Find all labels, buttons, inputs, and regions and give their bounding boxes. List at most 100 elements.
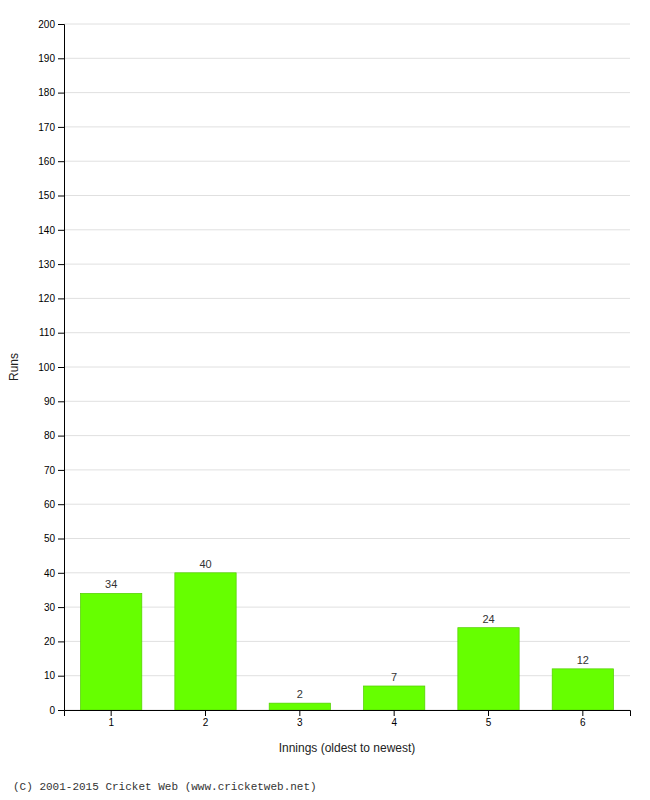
grid-line bbox=[64, 435, 630, 436]
y-tick-mark bbox=[58, 298, 64, 299]
y-tick-mark bbox=[58, 676, 64, 677]
x-axis-line bbox=[65, 711, 631, 717]
x-tick-label: 2 bbox=[203, 717, 209, 728]
y-tick-mark bbox=[58, 127, 64, 128]
y-tick-label: 30 bbox=[44, 602, 56, 613]
y-tick: 30 bbox=[44, 602, 64, 613]
y-tick-mark bbox=[58, 24, 64, 25]
y-tick-label: 200 bbox=[38, 19, 55, 30]
x-tick-label: 5 bbox=[486, 717, 492, 728]
y-tick: 80 bbox=[44, 430, 64, 441]
y-tick: 130 bbox=[38, 259, 64, 270]
grid-line bbox=[64, 229, 630, 230]
y-tick-mark bbox=[58, 333, 64, 334]
y-tick: 110 bbox=[39, 327, 64, 338]
y-tick-label: 10 bbox=[44, 670, 56, 681]
x-axis-title: Innings (oldest to newest) bbox=[279, 741, 416, 755]
y-tick: 170 bbox=[38, 122, 64, 133]
data-label: 40 bbox=[199, 558, 211, 570]
y-axis-line bbox=[58, 25, 65, 711]
y-tick: 90 bbox=[44, 396, 64, 407]
data-label: 2 bbox=[297, 688, 303, 700]
y-tick-mark bbox=[58, 710, 64, 711]
x-tick-label: 3 bbox=[297, 717, 303, 728]
y-tick-mark bbox=[58, 470, 64, 471]
x-tick-mark bbox=[488, 710, 489, 716]
y-tick: 60 bbox=[44, 499, 64, 510]
y-tick-label: 0 bbox=[49, 705, 55, 716]
y-tick: 190 bbox=[38, 53, 64, 64]
grid-line bbox=[64, 58, 630, 59]
y-tick-label: 130 bbox=[38, 259, 55, 270]
y-tick-label: 60 bbox=[44, 499, 56, 510]
grid-line bbox=[64, 298, 630, 299]
grid-line bbox=[64, 264, 630, 265]
y-tick-mark bbox=[58, 436, 64, 437]
grid-line bbox=[64, 572, 630, 573]
x-tick-mark bbox=[394, 710, 395, 716]
data-label: 24 bbox=[482, 613, 494, 625]
y-tick-mark bbox=[58, 196, 64, 197]
y-tick: 180 bbox=[38, 87, 64, 98]
y-tick-label: 120 bbox=[38, 293, 55, 304]
y-axis: 0102030405060708090100110120130140150160… bbox=[38, 19, 64, 716]
grid-line bbox=[64, 504, 630, 505]
y-tick: 140 bbox=[38, 225, 64, 236]
grid bbox=[64, 24, 630, 710]
x-tick: 6 bbox=[580, 710, 586, 728]
bars bbox=[81, 573, 614, 710]
y-tick: 160 bbox=[38, 156, 64, 167]
x-tick-mark bbox=[582, 710, 583, 716]
plot-area: 0102030405060708090100110120130140150160… bbox=[38, 19, 630, 728]
x-tick-mark bbox=[299, 710, 300, 716]
grid-line bbox=[64, 92, 630, 93]
y-tick-mark bbox=[58, 401, 64, 402]
x-tick: 4 bbox=[391, 710, 397, 728]
x-tick-mark bbox=[111, 710, 112, 716]
y-tick-label: 190 bbox=[38, 53, 55, 64]
y-tick-mark bbox=[58, 58, 64, 59]
y-tick-mark bbox=[58, 504, 64, 505]
grid-line bbox=[64, 126, 630, 127]
y-tick-mark bbox=[58, 367, 64, 368]
y-tick-label: 150 bbox=[38, 190, 55, 201]
y-tick-mark bbox=[58, 230, 64, 231]
bar bbox=[175, 573, 236, 710]
x-tick-label: 6 bbox=[580, 717, 586, 728]
chart: 0102030405060708090100110120130140150160… bbox=[0, 0, 650, 800]
bar bbox=[552, 669, 613, 710]
y-tick-label: 20 bbox=[44, 636, 56, 647]
y-axis-title: Runs bbox=[7, 353, 21, 381]
grid-line bbox=[64, 401, 630, 402]
y-tick-label: 80 bbox=[44, 430, 56, 441]
data-label: 7 bbox=[391, 671, 397, 683]
bar bbox=[458, 628, 519, 710]
y-tick: 40 bbox=[44, 568, 64, 579]
x-tick: 3 bbox=[297, 710, 303, 728]
x-axis: 1 2 3 4 5 6 bbox=[65, 710, 631, 728]
grid-line bbox=[64, 195, 630, 196]
grid-line bbox=[64, 607, 630, 608]
y-tick-label: 180 bbox=[38, 87, 55, 98]
x-tick-label: 1 bbox=[108, 717, 114, 728]
y-tick: 200 bbox=[38, 19, 64, 30]
y-tick-mark bbox=[58, 607, 64, 608]
y-tick: 20 bbox=[44, 636, 64, 647]
y-tick-label: 90 bbox=[44, 396, 56, 407]
grid-line bbox=[64, 161, 630, 162]
y-tick: 150 bbox=[38, 190, 64, 201]
data-labels: 3440272412 bbox=[105, 558, 589, 700]
y-tick-mark bbox=[58, 264, 64, 265]
bar bbox=[269, 703, 330, 710]
grid-line bbox=[64, 675, 630, 676]
y-tick: 0 bbox=[49, 705, 64, 716]
x-tick-mark bbox=[205, 710, 206, 716]
y-tick-mark bbox=[58, 641, 64, 642]
y-tick-mark bbox=[58, 539, 64, 540]
footer: (C) 2001-2015 Cricket Web (www.cricketwe… bbox=[13, 781, 317, 793]
grid-line bbox=[64, 24, 630, 25]
data-label: 34 bbox=[105, 578, 117, 590]
x-tick: 2 bbox=[203, 710, 209, 728]
y-tick-label: 140 bbox=[38, 225, 55, 236]
y-tick-mark bbox=[58, 93, 64, 94]
